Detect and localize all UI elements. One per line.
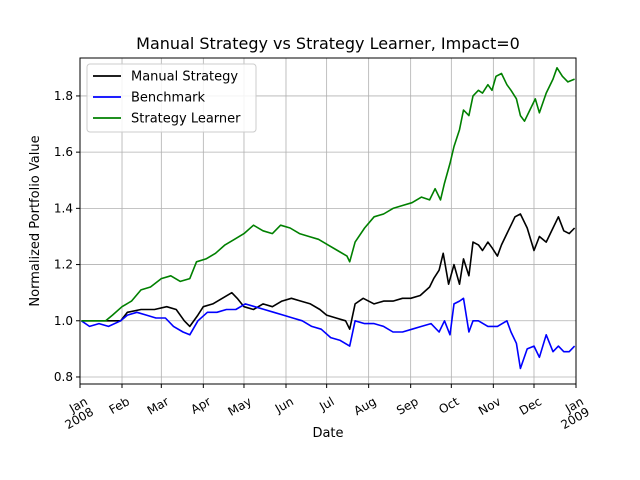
series-line-manual-strategy [81,213,576,331]
y-tick-label: 0.8 [54,370,73,384]
plot-frame [79,57,577,385]
y-tick-label: 1.2 [54,258,73,272]
chart-title: Manual Strategy vs Strategy Learner, Imp… [136,34,520,53]
series-line-benchmark [80,297,576,370]
legend-label: Benchmark [131,91,206,106]
series-layer [80,67,576,370]
x-tick-label: Jul [316,394,336,414]
series-line-strategy-learner [81,67,575,322]
y-tick-label: 1.4 [54,201,73,215]
legend: Manual Strategy Benchmark Strategy Learner [86,63,257,133]
y-tick-label: 1.8 [54,89,73,103]
y-axis-label: Normalized Portfolio Value [28,135,43,306]
legend-label: Manual Strategy [131,70,238,85]
y-tick-label: 1.0 [54,314,73,328]
x-axis-label: Date [312,426,343,441]
y-tick-label: 1.6 [54,145,73,159]
legend-box [86,63,257,133]
legend-label: Strategy Learner [131,112,241,127]
